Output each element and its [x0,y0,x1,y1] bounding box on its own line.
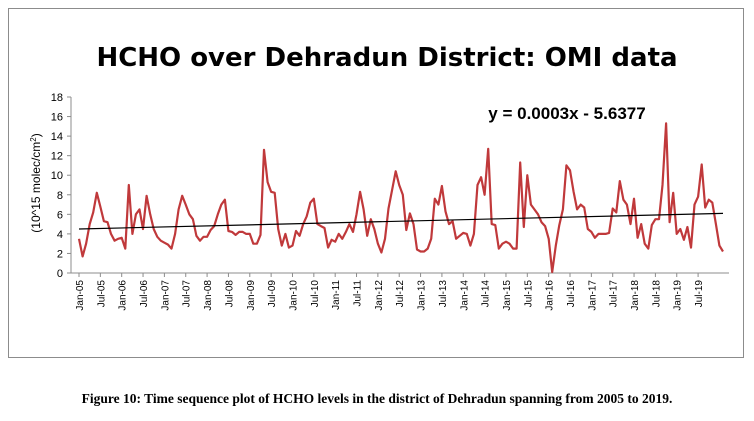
figure-caption: Figure 10: Time sequence plot of HCHO le… [81,391,673,406]
x-tick-label: Jul-19 [694,280,705,308]
y-tick-label: 2 [57,248,63,260]
x-tick-label: Jan-17 [587,280,598,311]
x-tick-label: Jan-14 [459,280,470,311]
x-tick-label: Jul-12 [395,280,406,308]
x-tick-label: Jul-07 [182,280,193,308]
x-tick-label: Jan-06 [118,280,129,311]
x-tick-label: Jul-09 [267,280,278,308]
x-tick-label: Jul-17 [609,280,620,308]
y-axis-label: (10^15 molec/cm2) [29,133,43,232]
y-tick-label: 4 [57,229,63,241]
y-tick-label: 16 [51,112,63,124]
y-tick-label: 0 [57,268,63,280]
x-tick-label: Jul-10 [310,280,321,308]
x-tick-label: Jul-08 [224,280,235,308]
y-tick-label: 8 [57,190,63,202]
x-tick-label: Jan-08 [203,280,214,311]
x-tick-label: Jul-06 [139,280,150,308]
chart-svg: HCHO over Dehradun District: OMI data y … [29,43,729,311]
chart-frame: HCHO over Dehradun District: OMI data y … [8,8,744,358]
x-tick-label: Jan-10 [288,280,299,311]
x-tick-label: Jan-11 [331,280,342,310]
x-tick-label: Jul-18 [651,280,662,308]
series-line-hcho [77,122,724,274]
y-tick-label: 18 [51,92,63,104]
y-axis-label-sup: 2 [29,137,38,142]
x-tick-label: Jan-07 [160,280,171,311]
trendline [78,212,724,230]
x-tick-label: Jul-15 [523,280,534,308]
x-tick-label: Jan-19 [673,280,684,311]
y-tick-label: 12 [51,151,63,163]
x-tick-label: Jul-14 [481,280,492,308]
x-tick-label: Jul-11 [353,280,364,307]
y-tick-label: 6 [57,209,63,221]
y-axis-ticks: 0 2 4 6 8 10 12 14 16 18 [51,92,71,280]
x-tick-label: Jan-18 [630,280,641,311]
x-tick-label: Jul-13 [438,280,449,308]
x-tick-label: Jan-09 [246,280,257,311]
x-tick-label: Jan-16 [545,280,556,311]
x-axis-ticks: Jan-05 Jul-05 Jan-06 Jul-06 Jan-07 Jul-07 Jan-… [75,273,705,311]
x-tick-label: Jan-15 [502,280,513,311]
y-axis-label-main: (10^15 molec/cm [29,142,43,233]
y-tick-label: 14 [51,131,63,143]
x-tick-label: Jul-16 [566,280,577,308]
trendline-equation: y = 0.0003x - 5.6377 [488,104,645,123]
x-tick-label: Jan-13 [417,280,428,311]
y-tick-label: 10 [51,170,63,182]
x-tick-label: Jul-05 [96,280,107,308]
x-tick-label: Jan-12 [374,280,385,311]
x-tick-label: Jan-05 [75,280,86,311]
chart-title: HCHO over Dehradun District: OMI data [96,43,677,73]
y-axis-label-close: ) [29,133,43,137]
